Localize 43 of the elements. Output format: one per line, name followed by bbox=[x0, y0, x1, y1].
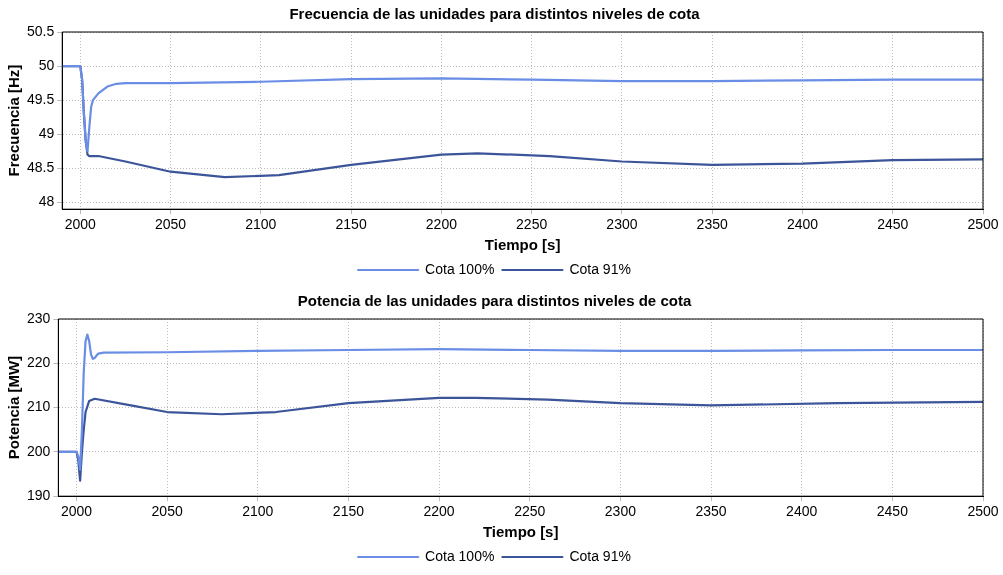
x-tick-label: 2100 bbox=[242, 503, 274, 520]
x-tick-label: 2500 bbox=[967, 216, 999, 233]
y-tick-label: 48 bbox=[38, 193, 55, 210]
x-tick-label: 2000 bbox=[60, 503, 93, 520]
y-tick-label: 50 bbox=[38, 56, 55, 73]
y-tick-label: 190 bbox=[27, 487, 51, 504]
x-tick-label: 2100 bbox=[245, 216, 277, 233]
legend-label: Cota 100% bbox=[425, 547, 495, 564]
x-tick-label: 2150 bbox=[335, 216, 367, 233]
x-tick-label: 2400 bbox=[786, 503, 818, 520]
x-tick-label: 2000 bbox=[64, 216, 97, 233]
y-tick-label: 49 bbox=[38, 125, 55, 142]
x-axis-title: Tiempo [s] bbox=[482, 523, 559, 541]
legend-label: Cota 91% bbox=[569, 547, 631, 564]
x-tick-label: 2250 bbox=[516, 216, 548, 233]
legend-label: Cota 100% bbox=[425, 260, 495, 277]
x-tick-label: 2200 bbox=[425, 216, 458, 233]
x-tick-label: 2250 bbox=[514, 503, 546, 520]
x-tick-label: 2300 bbox=[604, 503, 637, 520]
x-tick-label: 2350 bbox=[696, 216, 728, 233]
chart-title: Frecuencia de las unidades para distintos niveles de cota bbox=[289, 5, 701, 23]
legend-label: Cota 91% bbox=[569, 260, 631, 277]
y-tick-label: 200 bbox=[27, 442, 51, 459]
y-tick-label: 220 bbox=[27, 354, 51, 371]
x-tick-label: 2300 bbox=[606, 216, 638, 233]
x-tick-label: 2350 bbox=[695, 503, 727, 520]
x-tick-label: 2400 bbox=[786, 216, 819, 233]
y-tick-label: 48.5 bbox=[27, 159, 55, 176]
x-tick-label: 2050 bbox=[151, 503, 183, 520]
x-tick-label: 2450 bbox=[876, 503, 909, 520]
y-axis-title: Potencia [MW] bbox=[5, 355, 23, 460]
x-tick-label: 2450 bbox=[877, 216, 909, 233]
x-tick-label: 2050 bbox=[154, 216, 187, 233]
x-tick-label: 2150 bbox=[332, 503, 365, 520]
y-tick-label: 210 bbox=[27, 398, 51, 415]
x-axis-title: Tiempo [s] bbox=[484, 236, 561, 254]
x-tick-label: 2200 bbox=[423, 503, 455, 520]
y-tick-label: 49.5 bbox=[27, 91, 55, 108]
x-tick-label: 2500 bbox=[967, 503, 999, 520]
y-tick-label: 50.5 bbox=[27, 22, 55, 39]
y-axis-title: Frecuencia [Hz] bbox=[5, 64, 23, 177]
chart-title: Potencia de las unidades para distintos niveles de cota bbox=[297, 292, 692, 310]
y-tick-label: 230 bbox=[27, 309, 51, 326]
